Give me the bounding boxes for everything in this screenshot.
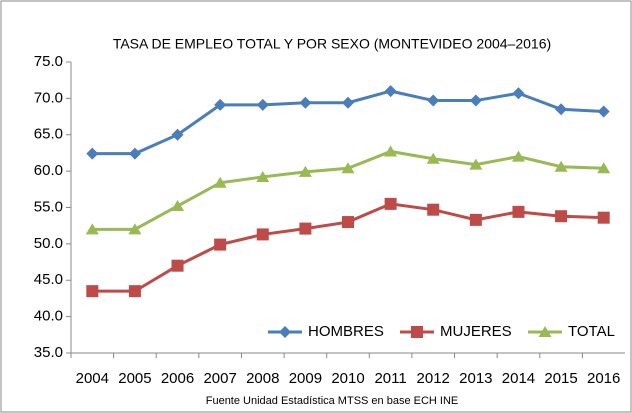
x-tick-label: 2014	[502, 370, 535, 387]
y-tick-label: 35.0	[34, 344, 63, 361]
marker	[384, 85, 397, 98]
marker	[299, 96, 312, 109]
legend-label: TOTAL	[568, 323, 615, 340]
marker	[384, 145, 398, 157]
x-tick-label: 2008	[246, 370, 279, 387]
marker	[538, 326, 552, 337]
marker	[469, 213, 482, 226]
marker	[214, 238, 227, 251]
marker	[256, 98, 269, 111]
x-tick-label: 2004	[76, 370, 109, 387]
marker	[512, 205, 525, 218]
y-tick-label: 55.0	[34, 198, 63, 215]
y-tick-label: 40.0	[34, 308, 63, 325]
marker	[214, 98, 227, 111]
marker	[171, 259, 184, 272]
marker	[279, 326, 291, 338]
marker	[342, 216, 354, 229]
y-tick-label: 65.0	[34, 126, 63, 143]
marker	[85, 223, 99, 235]
marker	[86, 147, 99, 160]
marker	[469, 158, 483, 170]
x-tick-label: 2009	[289, 370, 322, 387]
marker	[299, 222, 312, 235]
chart-title: TASA DE EMPLEO TOTAL Y POR SEXO (MONTEVI…	[113, 36, 551, 52]
y-tick-label: 70.0	[34, 89, 63, 106]
y-tick-label: 60.0	[34, 162, 63, 179]
marker	[342, 96, 354, 109]
marker	[128, 285, 141, 298]
x-tick-label: 2010	[331, 370, 364, 387]
x-tick-label: 2006	[161, 370, 194, 387]
x-tick-label: 2013	[459, 370, 492, 387]
marker	[128, 223, 142, 235]
marker	[469, 94, 482, 107]
marker	[555, 210, 568, 223]
source-note: Fuente Unidad Estadística MTSS en base E…	[206, 395, 459, 407]
marker	[128, 147, 141, 160]
marker	[256, 228, 269, 241]
marker	[427, 203, 440, 216]
marker	[298, 165, 312, 177]
y-tick-label: 75.0	[34, 53, 63, 70]
marker	[256, 170, 270, 182]
marker	[86, 285, 99, 298]
legend-label: HOMBRES	[308, 323, 384, 340]
marker	[427, 94, 440, 107]
marker	[426, 152, 440, 164]
marker	[597, 162, 611, 174]
marker	[341, 162, 355, 174]
x-tick-label: 2005	[118, 370, 151, 387]
marker	[511, 150, 525, 162]
marker	[411, 326, 423, 338]
marker	[384, 197, 397, 210]
marker	[597, 105, 610, 118]
marker	[213, 176, 227, 188]
marker	[171, 200, 185, 212]
y-tick-label: 45.0	[34, 271, 63, 288]
x-tick-label: 2016	[587, 370, 620, 387]
x-tick-label: 2011	[374, 370, 406, 387]
marker	[555, 103, 568, 116]
x-tick-label: 2015	[544, 370, 577, 387]
x-tick-label: 2012	[417, 370, 450, 387]
x-tick-label: 2007	[203, 370, 236, 387]
marker	[171, 128, 184, 141]
marker	[597, 211, 610, 224]
y-tick-label: 50.0	[34, 235, 63, 252]
marker	[554, 160, 568, 172]
legend-label: MUJERES	[440, 323, 512, 340]
marker	[512, 87, 525, 100]
